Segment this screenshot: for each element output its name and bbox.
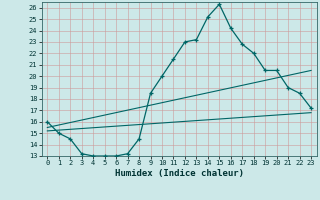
- X-axis label: Humidex (Indice chaleur): Humidex (Indice chaleur): [115, 169, 244, 178]
